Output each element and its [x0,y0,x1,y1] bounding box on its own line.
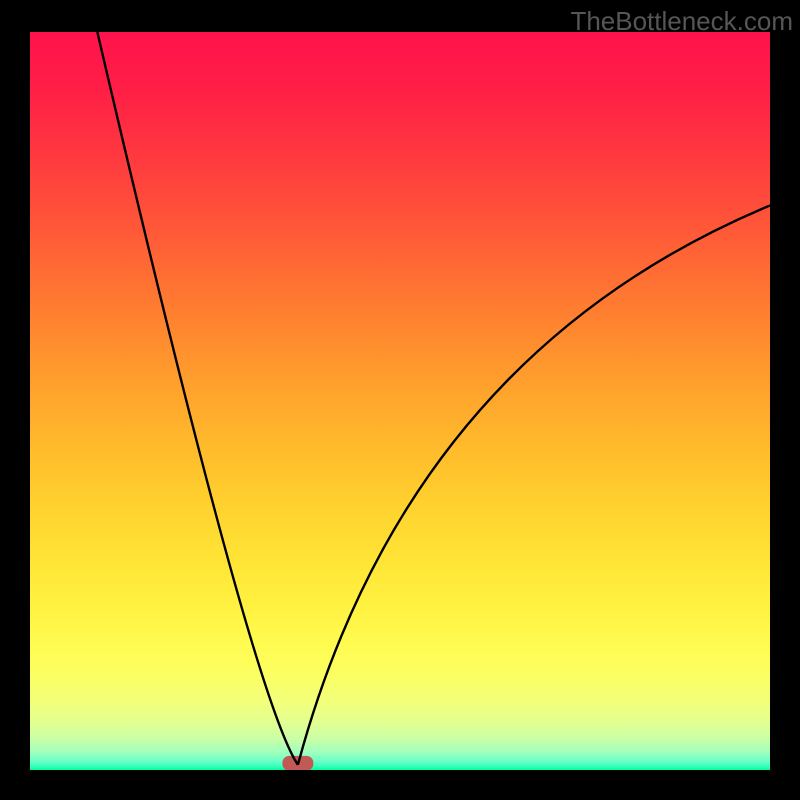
bottleneck-chart [0,0,800,800]
watermark-text: TheBottleneck.com [570,6,793,37]
plot-area [30,32,770,771]
gradient-background [30,32,770,770]
